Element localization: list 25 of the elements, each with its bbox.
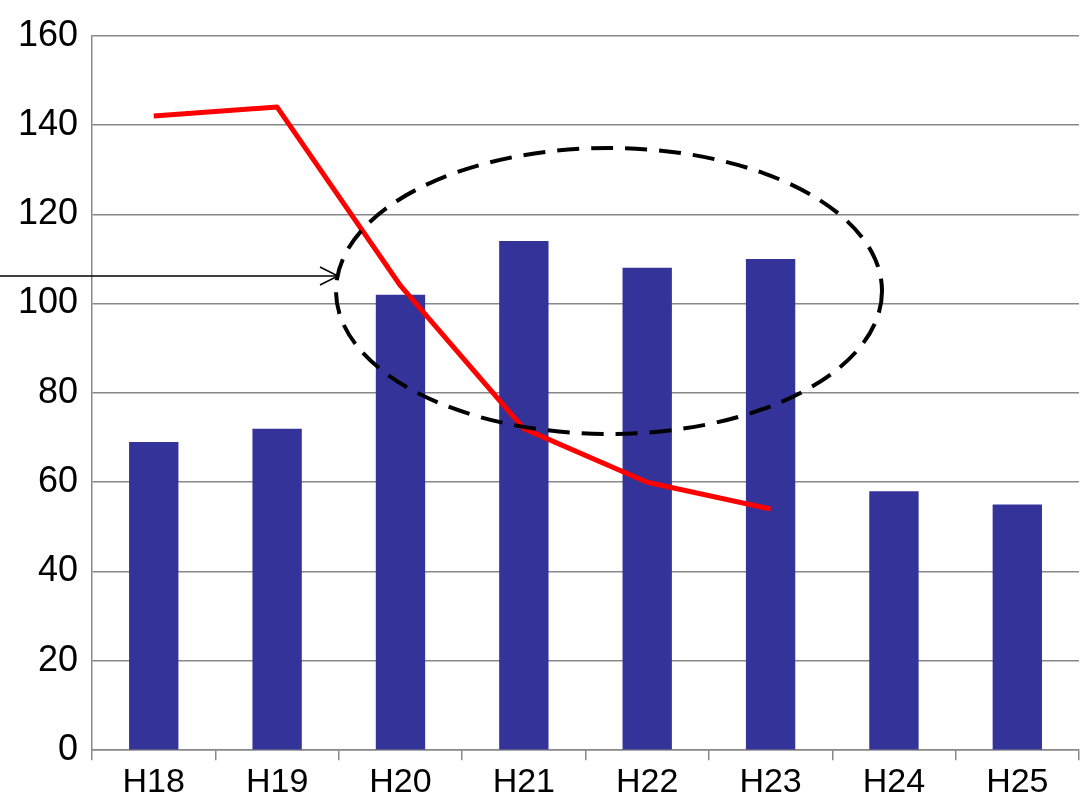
x-tick-label: H24	[862, 760, 926, 799]
y-tick-label: 160	[17, 12, 79, 54]
bar	[622, 267, 672, 750]
y-tick-label: 60	[38, 459, 79, 501]
bar	[375, 294, 426, 750]
y-tick-label: 40	[38, 548, 79, 590]
bar	[869, 491, 919, 750]
x-tick-label: H19	[245, 760, 309, 799]
bar	[992, 504, 1042, 750]
bar	[499, 241, 549, 750]
bar	[129, 442, 179, 750]
x-tick-label: H22	[616, 760, 679, 799]
x-tick-label: H23	[739, 760, 802, 799]
x-tick-label: H20	[369, 760, 432, 799]
x-tick-label: H25	[986, 760, 1049, 799]
x-tick-label: H21	[492, 760, 556, 799]
bar	[745, 258, 796, 750]
y-tick-label: 80	[38, 369, 79, 411]
x-tick-label: H18	[122, 760, 185, 799]
y-tick-label: 20	[38, 637, 79, 679]
y-tick-label: 120	[17, 191, 79, 233]
y-tick-label: 0	[58, 727, 79, 769]
y-tick-label: 100	[17, 280, 79, 322]
y-tick-label: 140	[17, 101, 79, 143]
bar	[252, 428, 302, 750]
